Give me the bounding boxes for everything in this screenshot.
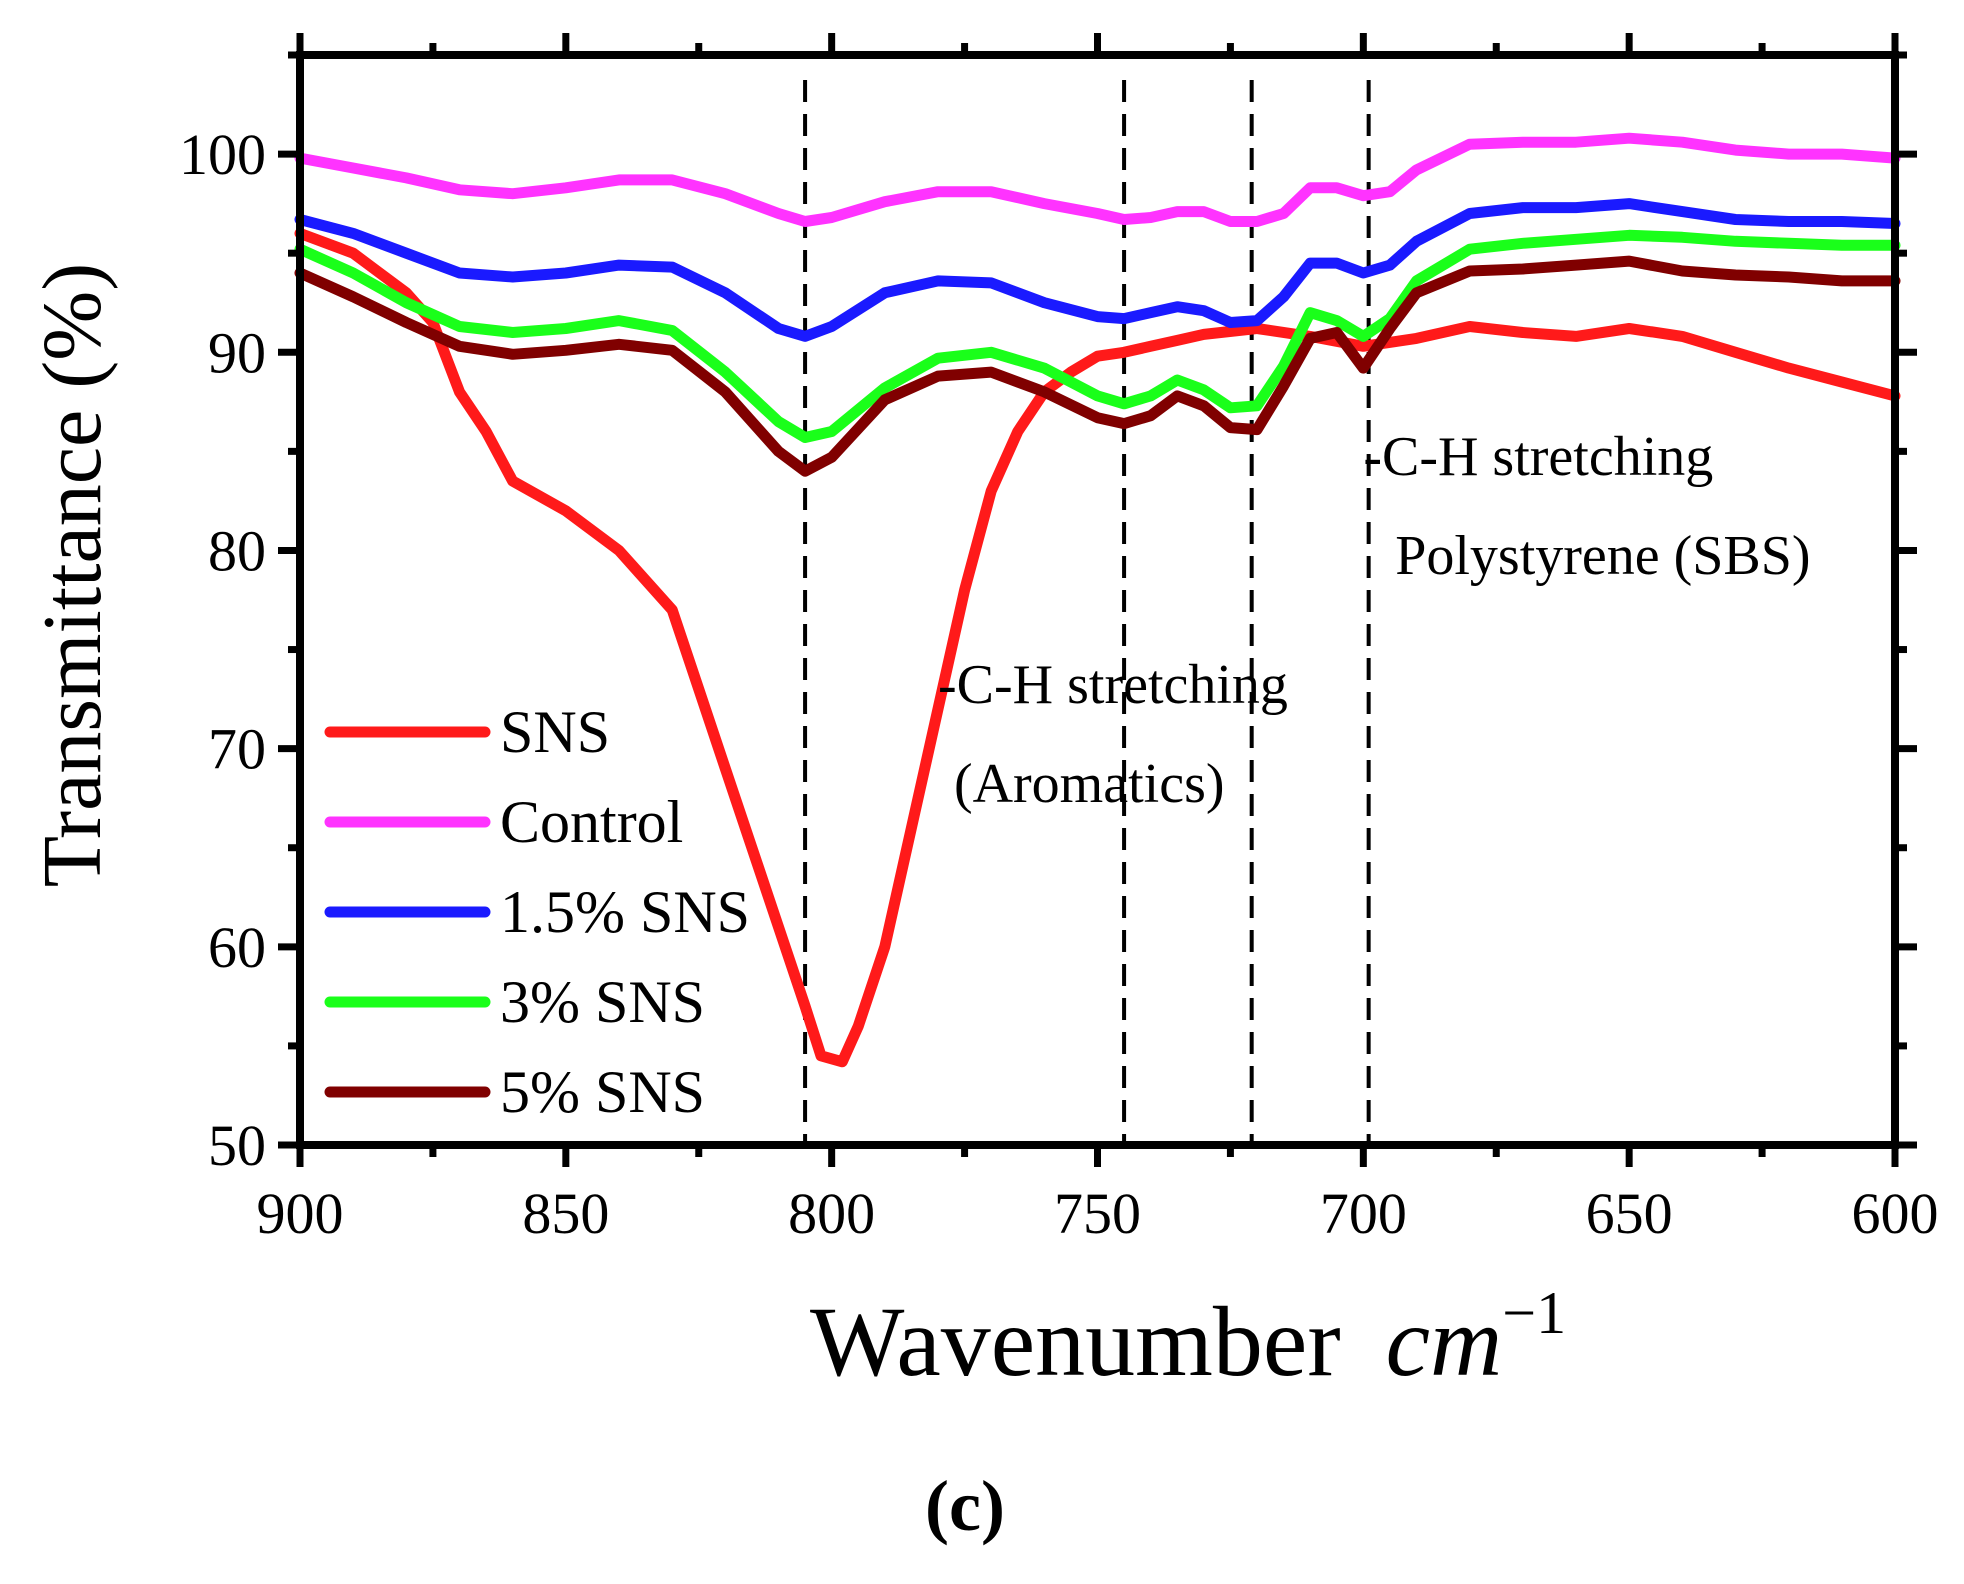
legend-label-2: 1.5% SNS bbox=[500, 879, 750, 945]
x-tick-label-900: 900 bbox=[257, 1181, 344, 1246]
series-line-1 bbox=[294, 132, 1901, 227]
annotation-1: (Aromatics) bbox=[954, 753, 1225, 815]
series-lines bbox=[294, 132, 1901, 1068]
y-axis-label: Transmittance (%) bbox=[26, 263, 119, 887]
axis-ticks bbox=[278, 33, 1917, 1167]
y-tick-label-60: 60 bbox=[208, 915, 266, 980]
y-tick-label-100: 100 bbox=[179, 122, 266, 187]
x-tick-label-750: 750 bbox=[1054, 1181, 1141, 1246]
series-line-2 bbox=[294, 198, 1901, 342]
y-tick-label-80: 80 bbox=[208, 518, 266, 583]
legend-label-0: SNS bbox=[500, 699, 610, 765]
x-axis-label: Wavenumber cm−1 bbox=[810, 1280, 1566, 1397]
x-tick-label-650: 650 bbox=[1586, 1181, 1673, 1246]
x-tick-label-850: 850 bbox=[522, 1181, 609, 1246]
series-line-3 bbox=[294, 229, 1901, 443]
legend-label-1: Control bbox=[500, 789, 683, 855]
annotations: -C-H stretching (Aromatics) -C-H stretchin… bbox=[938, 426, 1811, 815]
series-line-0 bbox=[294, 227, 1901, 1068]
legend: SNS Control 1.5% SNS 3% SNS 5% SNS bbox=[324, 699, 750, 1125]
x-tick-label-600: 600 bbox=[1852, 1181, 1939, 1246]
legend-label-4: 5% SNS bbox=[500, 1059, 705, 1125]
legend-label-3: 3% SNS bbox=[500, 969, 705, 1035]
x-axis-unit-base: cm bbox=[1386, 1286, 1503, 1397]
vertical-reference-lines bbox=[803, 80, 1371, 1145]
y-tick-label-70: 70 bbox=[208, 717, 266, 782]
y-tick-label-90: 90 bbox=[208, 320, 266, 385]
panel-label: (c) bbox=[925, 1466, 1005, 1546]
y-tick-label-50: 50 bbox=[208, 1113, 266, 1178]
x-axis-label-text: Wavenumber bbox=[810, 1286, 1341, 1397]
series-line-4 bbox=[294, 255, 1901, 477]
x-tick-label-800: 800 bbox=[788, 1181, 875, 1246]
x-axis-unit-exponent: −1 bbox=[1502, 1280, 1566, 1346]
annotation-0: -C-H stretching bbox=[938, 654, 1288, 716]
annotation-2: -C-H stretching bbox=[1363, 426, 1713, 488]
annotation-3: Polystyrene (SBS) bbox=[1395, 525, 1810, 587]
tick-labels: 900 850 800 750 700 650 600 50 60 70 80 90 100 bbox=[179, 122, 1939, 1246]
x-tick-label-700: 700 bbox=[1320, 1181, 1407, 1246]
